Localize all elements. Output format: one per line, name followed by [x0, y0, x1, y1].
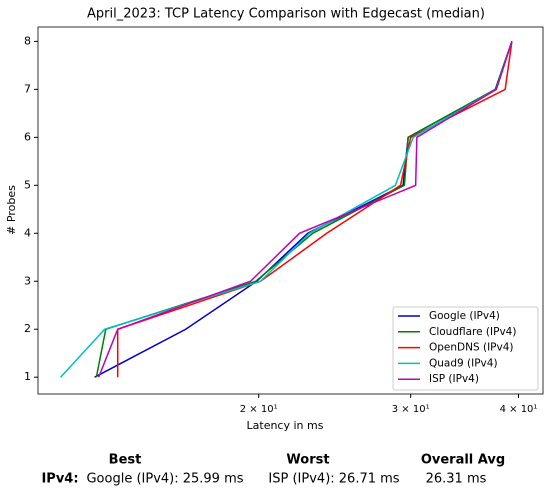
- y-tick-label: 7: [24, 82, 31, 95]
- x-axis-label: Latency in ms: [247, 419, 324, 432]
- summary-cell: ISP (IPv4): 26.71 ms: [268, 472, 399, 487]
- summary-row-label: IPv4:: [41, 472, 78, 487]
- legend-label: Google (IPv4): [429, 310, 500, 322]
- legend-box: [392, 306, 539, 391]
- y-tick-label: 8: [24, 34, 31, 47]
- legend-label: ISP (IPv4): [429, 373, 479, 385]
- y-tick-label: 6: [24, 130, 31, 143]
- chart-title: April_2023: TCP Latency Comparison with …: [87, 7, 485, 22]
- x-tick-label: 3 × 10¹: [392, 404, 430, 415]
- summary-header: Worst: [286, 453, 329, 468]
- y-tick-label: 1: [24, 370, 31, 383]
- y-tick-label: 4: [24, 226, 31, 239]
- x-tick-label: 4 × 10¹: [500, 404, 538, 415]
- summary-header: Best: [109, 453, 142, 468]
- y-tick-label: 5: [24, 178, 31, 191]
- series-line: [97, 41, 513, 378]
- summary-cell: 26.31 ms: [426, 472, 487, 487]
- summary-header: Overall Avg: [421, 453, 505, 468]
- y-tick-label: 2: [24, 322, 31, 335]
- x-tick-label: 2 × 10¹: [240, 404, 278, 415]
- y-tick-label: 3: [24, 274, 31, 287]
- legend-label: Cloudflare (IPv4): [429, 326, 516, 338]
- legend-label: OpenDNS (IPv4): [429, 342, 514, 354]
- plot-frame: [37, 26, 544, 395]
- y-axis-label: # Probes: [5, 185, 18, 235]
- legend-label: Quad9 (IPv4): [429, 357, 498, 369]
- summary-cell: Google (IPv4): 25.99 ms: [86, 472, 243, 487]
